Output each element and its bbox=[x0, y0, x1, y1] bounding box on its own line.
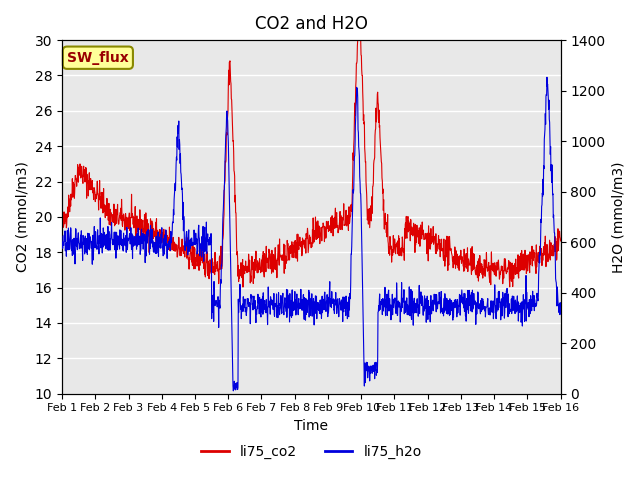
Title: CO2 and H2O: CO2 and H2O bbox=[255, 15, 368, 33]
Y-axis label: H2O (mmol/m3): H2O (mmol/m3) bbox=[611, 161, 625, 273]
Y-axis label: CO2 (mmol/m3): CO2 (mmol/m3) bbox=[15, 161, 29, 272]
Text: SW_flux: SW_flux bbox=[67, 51, 129, 65]
Legend: li75_co2, li75_h2o: li75_co2, li75_h2o bbox=[195, 439, 428, 465]
X-axis label: Time: Time bbox=[294, 419, 328, 433]
